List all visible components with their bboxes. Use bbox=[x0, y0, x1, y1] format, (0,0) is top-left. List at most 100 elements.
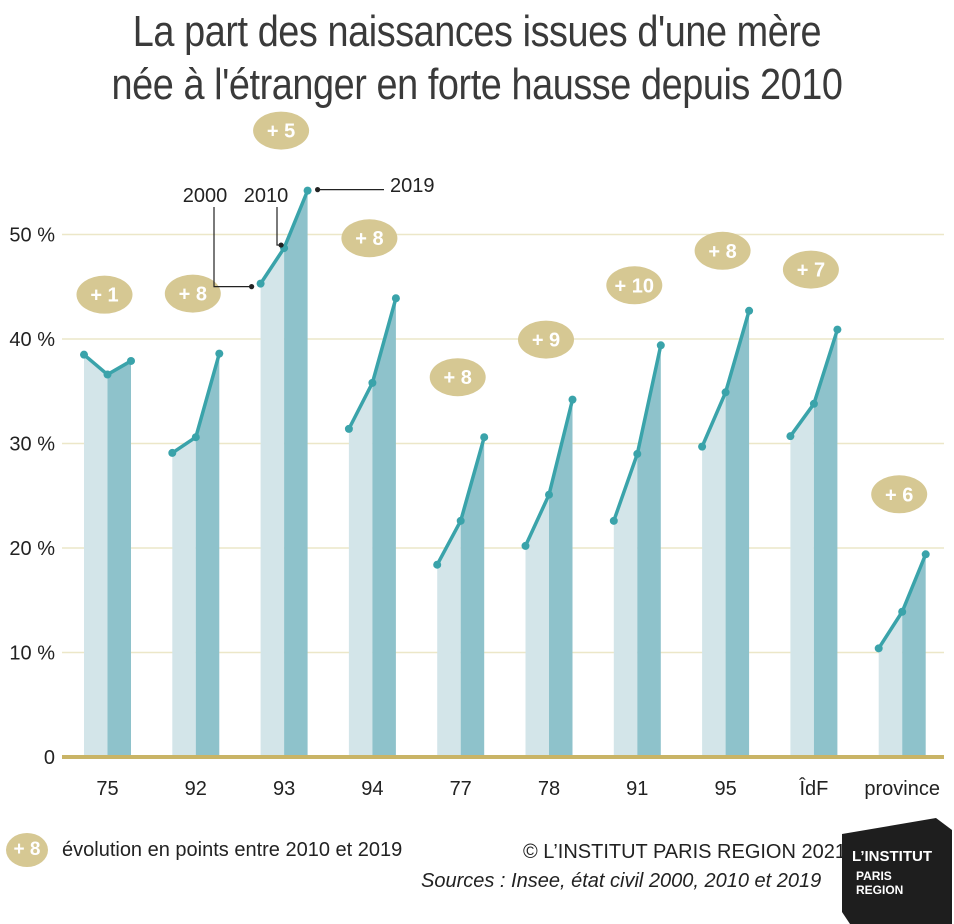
data-point bbox=[898, 607, 907, 616]
data-point bbox=[391, 294, 400, 303]
x-tick-label: 95 bbox=[714, 778, 736, 800]
data-point bbox=[633, 449, 642, 458]
bar-2010-2019 bbox=[195, 353, 220, 757]
evolution-badge-label: + 1 bbox=[90, 285, 118, 307]
data-point bbox=[721, 388, 730, 397]
callout-dot-2010 bbox=[278, 242, 284, 248]
evolution-badge-label: + 8 bbox=[179, 284, 207, 306]
x-tick-label: 77 bbox=[450, 778, 472, 800]
evolution-badge-label: + 8 bbox=[355, 228, 383, 250]
evolution-badge bbox=[782, 250, 839, 289]
logo-shape bbox=[842, 818, 952, 924]
evolution-badge bbox=[76, 275, 133, 314]
x-tick-label: 91 bbox=[626, 778, 648, 800]
data-point bbox=[215, 349, 224, 358]
data-point bbox=[191, 433, 200, 442]
evolution-badge-label: + 10 bbox=[615, 275, 654, 297]
evolution-badge-label: + 9 bbox=[532, 330, 560, 352]
callout-line-2010 bbox=[276, 207, 282, 246]
legend-badge: + 8 bbox=[6, 833, 48, 867]
chart-title-line-2: née à l'étranger en forte hausse depuis … bbox=[111, 60, 843, 109]
bar-2010-2019 bbox=[902, 554, 926, 757]
evolution-badge bbox=[429, 358, 486, 397]
year-label-2019: 2019 bbox=[390, 175, 435, 197]
x-tick-label: province bbox=[864, 778, 940, 800]
data-point bbox=[456, 516, 465, 525]
y-tick-label: 20 % bbox=[9, 538, 55, 560]
year-label-2010: 2010 bbox=[244, 185, 289, 207]
callout-dot-2000 bbox=[249, 284, 255, 290]
bar-2010-2019 bbox=[549, 399, 573, 757]
evolution-badge bbox=[871, 475, 928, 514]
evolution-badge bbox=[518, 320, 574, 359]
bar-2000-2010 bbox=[260, 248, 285, 757]
data-point bbox=[80, 350, 88, 359]
chart-title-line-1: La part des naissances issues d'une mère bbox=[132, 7, 822, 56]
bar-2000-2010 bbox=[702, 392, 726, 757]
data-point bbox=[786, 432, 795, 441]
data-point bbox=[609, 516, 618, 525]
logo-line-2: PARIS bbox=[856, 869, 892, 883]
data-point bbox=[480, 433, 489, 442]
y-tick-label: 0 bbox=[44, 747, 55, 769]
bar-2010-2019 bbox=[725, 310, 750, 757]
bar-2000-2010 bbox=[790, 403, 814, 757]
bar-2010-2019 bbox=[637, 345, 661, 757]
legend-text: évolution en points entre 2010 et 2019 bbox=[62, 839, 403, 861]
year-label-2000: 2000 bbox=[183, 185, 228, 207]
bar-2010-2019 bbox=[284, 190, 308, 758]
y-tick-label: 40 % bbox=[9, 329, 55, 351]
data-point bbox=[103, 370, 112, 379]
data-point bbox=[921, 550, 930, 559]
data-point bbox=[368, 378, 377, 387]
callout-dot-2019 bbox=[315, 187, 321, 193]
bar-2010-2019 bbox=[372, 298, 396, 757]
evolution-badge-label: + 8 bbox=[708, 241, 736, 263]
x-tick-label: 75 bbox=[96, 778, 118, 800]
data-point bbox=[809, 399, 818, 408]
data-point bbox=[127, 356, 135, 365]
evolution-badge bbox=[694, 231, 751, 270]
data-point bbox=[874, 644, 883, 653]
data-point bbox=[545, 490, 553, 499]
evolution-badge-label: + 8 bbox=[444, 367, 472, 389]
data-point bbox=[303, 186, 312, 195]
x-tick-label: 92 bbox=[185, 778, 207, 800]
x-tick-label: 93 bbox=[273, 778, 295, 800]
x-tick-label: ÎdF bbox=[798, 777, 828, 800]
bar-2010-2019 bbox=[813, 329, 838, 757]
evolution-badge-label: + 7 bbox=[797, 260, 825, 282]
bar-2000-2010 bbox=[437, 520, 461, 757]
data-point bbox=[256, 279, 265, 288]
callout-line-2000 bbox=[213, 207, 252, 288]
y-tick-label: 10 % bbox=[9, 643, 55, 665]
evolution-badge bbox=[253, 111, 310, 150]
data-point bbox=[745, 306, 754, 315]
bar-2000-2010 bbox=[348, 382, 373, 757]
logo-line-1: L’INSTITUT bbox=[852, 848, 932, 865]
bar-2010-2019 bbox=[107, 360, 131, 757]
sources-text: Sources : Insee, état civil 2000, 2010 e… bbox=[421, 870, 822, 892]
evolution-badge bbox=[164, 274, 221, 313]
y-tick-label: 30 % bbox=[9, 434, 55, 456]
data-point bbox=[521, 541, 530, 550]
bar-2000-2010 bbox=[613, 453, 638, 757]
bar-2000-2010 bbox=[84, 354, 108, 757]
x-tick-label: 78 bbox=[538, 778, 560, 800]
data-point bbox=[344, 424, 353, 433]
evolution-badge-label: + 6 bbox=[885, 484, 913, 506]
y-tick-label: 50 % bbox=[9, 225, 55, 247]
x-tick-label: 94 bbox=[361, 778, 383, 800]
bar-2000-2010 bbox=[878, 611, 903, 757]
data-point bbox=[656, 341, 665, 350]
logo-line-3: REGION bbox=[856, 883, 904, 897]
institut-logo: L’INSTITUT PARIS REGION bbox=[842, 818, 952, 924]
bar-2010-2019 bbox=[460, 437, 485, 757]
evolution-badge bbox=[341, 219, 398, 258]
evolution-badge bbox=[606, 266, 663, 305]
data-point bbox=[833, 325, 842, 334]
data-point bbox=[568, 395, 577, 404]
data-point bbox=[168, 448, 177, 457]
data-point bbox=[433, 560, 442, 569]
